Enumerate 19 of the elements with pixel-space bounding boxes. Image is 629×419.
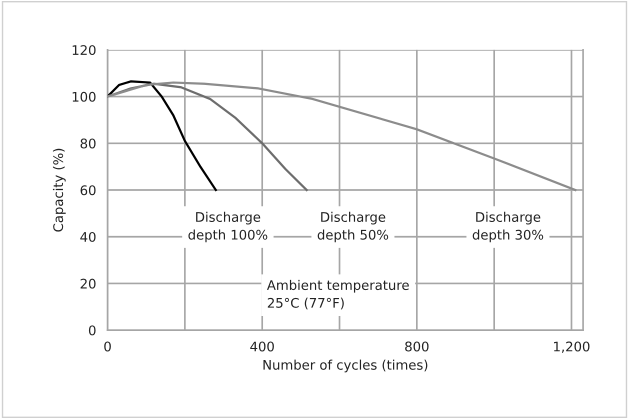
y-tick-label: 80 bbox=[80, 138, 96, 148]
annotation: Ambient temperature 25°C (77°F) bbox=[266, 280, 409, 310]
x-tick-label: 0 bbox=[104, 342, 111, 352]
y-axis-title: Capacity (%) bbox=[52, 148, 66, 232]
annotation: Discharge depth 100% bbox=[188, 212, 268, 242]
annotation: Discharge depth 50% bbox=[318, 212, 388, 242]
y-tick-label: 120 bbox=[72, 45, 96, 56]
y-tick-label: 100 bbox=[72, 92, 96, 102]
y-tick-label: 20 bbox=[80, 278, 96, 289]
y-tick-label: 0 bbox=[88, 325, 96, 336]
x-tick-label: 800 bbox=[405, 342, 429, 352]
x-axis-title: Number of cycles (times) bbox=[263, 360, 428, 372]
x-tick-label: 400 bbox=[250, 342, 274, 352]
line-series bbox=[108, 80, 217, 192]
y-tick-label: 60 bbox=[80, 185, 96, 196]
annotation: Discharge depth 30% bbox=[472, 212, 544, 242]
y-tick-label: 40 bbox=[80, 232, 96, 242]
x-tick-label: 1,200 bbox=[554, 342, 590, 353]
line-series bbox=[108, 81, 576, 192]
